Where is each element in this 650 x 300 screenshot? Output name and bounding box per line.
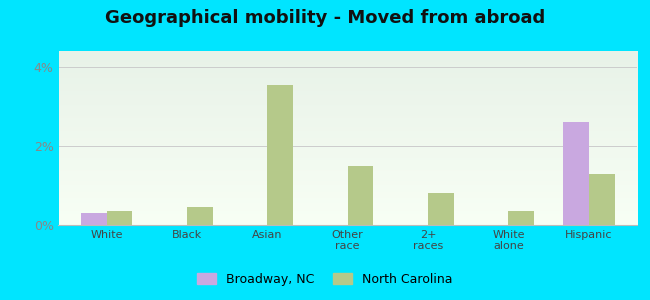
Legend: Broadway, NC, North Carolina: Broadway, NC, North Carolina [192, 268, 458, 291]
Bar [187, 207, 213, 225]
Bar [589, 174, 614, 225]
Text: Geographical mobility - Moved from abroad: Geographical mobility - Moved from abroa… [105, 9, 545, 27]
Bar [348, 166, 374, 225]
Bar [428, 194, 454, 225]
Bar [563, 122, 589, 225]
Bar [81, 213, 107, 225]
Bar [267, 85, 293, 225]
Bar [508, 211, 534, 225]
Bar [107, 211, 133, 225]
